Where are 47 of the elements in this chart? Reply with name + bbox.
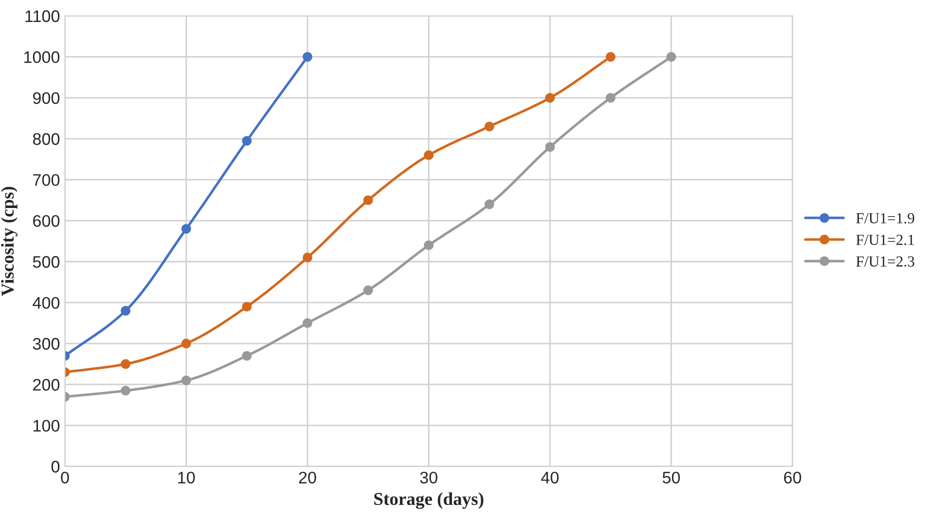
- point: [545, 142, 555, 152]
- point: [302, 252, 312, 262]
- point: [606, 92, 616, 103]
- y-tick-label: 300: [32, 338, 60, 350]
- y-axis-title: Viscosity (cps): [1, 186, 18, 296]
- y-tick-label: 1000: [24, 51, 60, 64]
- y-tick-label: 800: [33, 133, 60, 145]
- y-tick-label: 0: [51, 460, 60, 473]
- legend-label: F/U1=2.1: [856, 234, 914, 246]
- y-tick-label: 400: [32, 296, 60, 309]
- point: [545, 92, 555, 103]
- x-tick-label: 30: [420, 472, 438, 484]
- x-tick-label: 50: [662, 472, 680, 484]
- point: [302, 318, 312, 328]
- point: [242, 302, 252, 312]
- point: [424, 240, 434, 250]
- x-tick-label: 20: [299, 472, 316, 484]
- point: [120, 306, 130, 316]
- point: [120, 386, 130, 396]
- y-tick-label: 700: [33, 174, 60, 186]
- point: [666, 52, 676, 62]
- point: [181, 224, 192, 234]
- point: [242, 136, 252, 146]
- y-tick-label: 500: [32, 256, 60, 268]
- point: [363, 285, 373, 296]
- x-tick-label: 0: [60, 472, 69, 484]
- y-tick-label: 900: [33, 92, 60, 104]
- legend-label: F/U1=2.3: [856, 256, 914, 267]
- x-tick-label: 40: [541, 472, 559, 484]
- point: [242, 350, 252, 361]
- point: [424, 150, 434, 160]
- point: [181, 338, 192, 348]
- y-tick-label: 200: [33, 378, 60, 391]
- y-tick-label: 600: [33, 215, 60, 227]
- y-tick-label: 100: [34, 420, 60, 432]
- legend-label: F/U1=1.9: [856, 213, 914, 224]
- point: [120, 359, 130, 369]
- point: [302, 52, 312, 62]
- point: [484, 122, 494, 132]
- x-axis-title: Storage (days): [374, 492, 484, 509]
- x-tick-label: 10: [178, 472, 195, 484]
- y-tick-label: 1100: [26, 10, 60, 22]
- point: [363, 195, 373, 206]
- point: [606, 52, 616, 62]
- x-tick-label: 60: [784, 472, 802, 484]
- point: [181, 376, 192, 386]
- point: [484, 199, 494, 210]
